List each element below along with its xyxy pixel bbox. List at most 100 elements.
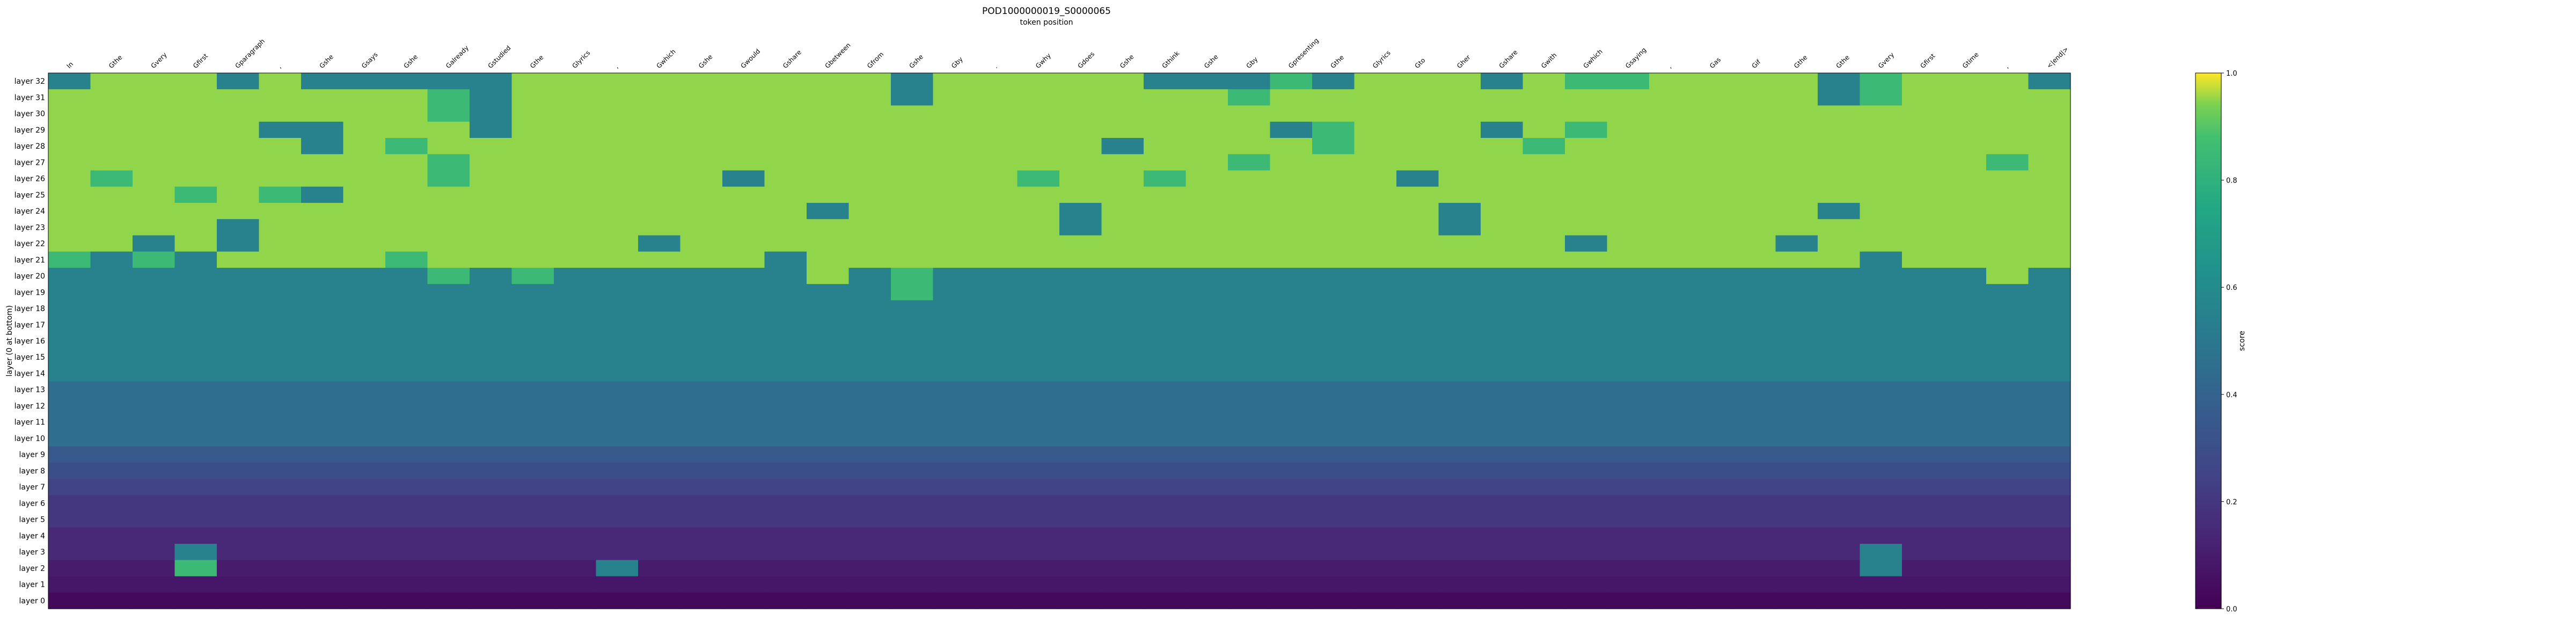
heatmap-cell <box>1270 332 1313 349</box>
heatmap-cell <box>511 73 554 90</box>
heatmap-cell <box>1438 89 1481 106</box>
heatmap-cell <box>2028 284 2071 301</box>
heatmap-cell <box>427 137 470 155</box>
heatmap-cell <box>385 154 428 171</box>
heatmap-cell <box>427 251 470 268</box>
heatmap-cell <box>554 300 597 317</box>
heatmap-cell <box>722 121 765 138</box>
heatmap-cell <box>133 235 175 252</box>
heatmap-cell <box>1481 495 1524 512</box>
y-tick-label: layer 1 <box>19 581 45 589</box>
heatmap-cell <box>680 527 723 544</box>
heatmap-cell <box>1101 316 1144 333</box>
heatmap-cell <box>343 527 386 544</box>
heatmap-cell <box>1860 121 1902 138</box>
heatmap-cell <box>1354 89 1397 106</box>
heatmap-cell <box>1059 170 1102 187</box>
heatmap-cell <box>1607 251 1650 268</box>
heatmap-cell <box>1649 89 1692 106</box>
heatmap-cell <box>1312 560 1355 577</box>
heatmap-cell <box>1228 397 1271 414</box>
heatmap-cell <box>217 154 260 171</box>
heatmap-cell <box>1017 576 1060 593</box>
heatmap-cell <box>1818 89 1861 106</box>
heatmap-cell <box>427 414 470 431</box>
heatmap-cell <box>217 170 260 187</box>
heatmap-cell <box>217 397 260 414</box>
heatmap-cell <box>975 73 1018 90</box>
heatmap-cell <box>680 592 723 609</box>
heatmap-cell <box>1733 479 1776 495</box>
heatmap-cell <box>1396 105 1439 122</box>
heatmap-cell <box>1438 105 1481 122</box>
heatmap-cell <box>1902 462 1945 479</box>
heatmap-cell <box>1185 300 1228 317</box>
heatmap-cell <box>133 73 175 90</box>
heatmap-cell <box>1733 121 1776 138</box>
heatmap-cell <box>1691 202 1734 220</box>
heatmap-cell <box>470 219 513 236</box>
heatmap-cell <box>722 137 765 155</box>
heatmap-cell <box>217 284 260 301</box>
heatmap-cell <box>259 89 302 106</box>
heatmap-cell <box>385 381 428 398</box>
heatmap-cell <box>764 332 807 349</box>
heatmap-cell <box>680 202 723 220</box>
heatmap-cell <box>1986 511 2029 528</box>
heatmap-cell <box>48 316 91 333</box>
heatmap-cell <box>1902 414 1945 431</box>
heatmap-cell <box>1017 592 1060 609</box>
heatmap-cell <box>1523 154 1565 171</box>
heatmap-cell <box>1144 332 1187 349</box>
heatmap-cell <box>1607 170 1650 187</box>
heatmap-cell <box>301 495 344 512</box>
heatmap-cell <box>1481 430 1524 447</box>
heatmap-cell <box>511 576 554 593</box>
heatmap-cell <box>90 479 133 495</box>
heatmap-cell <box>1144 284 1187 301</box>
heatmap-cell <box>1101 251 1144 268</box>
heatmap-cell <box>1228 592 1271 609</box>
heatmap-cell <box>1523 511 1565 528</box>
heatmap-cell <box>848 349 891 366</box>
heatmap-cell <box>848 137 891 155</box>
heatmap-cell <box>1818 479 1861 495</box>
heatmap-cell <box>48 576 91 593</box>
heatmap-cell <box>217 73 260 90</box>
heatmap-cell <box>48 349 91 366</box>
heatmap-cell <box>1860 105 1902 122</box>
heatmap-cell <box>1354 527 1397 544</box>
heatmap-cell <box>1860 219 1902 236</box>
heatmap-cell <box>301 137 344 155</box>
heatmap-cell <box>1944 300 1987 317</box>
heatmap-cell <box>596 462 639 479</box>
heatmap-cell <box>1902 300 1945 317</box>
heatmap-cell <box>1144 202 1187 220</box>
heatmap-cell <box>933 89 976 106</box>
heatmap-cell <box>1691 316 1734 333</box>
heatmap-cell <box>1944 137 1987 155</box>
heatmap-cell <box>427 105 470 122</box>
heatmap-cell <box>1059 462 1102 479</box>
heatmap-cell <box>1059 121 1102 138</box>
heatmap-cell <box>807 414 850 431</box>
heatmap-cell <box>1986 284 2029 301</box>
heatmap-cell <box>680 154 723 171</box>
heatmap-cell <box>1481 397 1524 414</box>
heatmap-cell <box>1312 462 1355 479</box>
heatmap-cell <box>1860 430 1902 447</box>
heatmap-cell <box>891 105 934 122</box>
heatmap-cell <box>511 592 554 609</box>
heatmap-cell <box>891 121 934 138</box>
heatmap-cell <box>554 89 597 106</box>
heatmap-cell <box>680 121 723 138</box>
heatmap-cell <box>1818 170 1861 187</box>
heatmap-cell <box>764 592 807 609</box>
heatmap-cell <box>1312 170 1355 187</box>
y-tick-label: layer 13 <box>14 386 45 395</box>
heatmap-cell <box>764 365 807 382</box>
heatmap-cell <box>259 251 302 268</box>
heatmap-cell <box>90 527 133 544</box>
heatmap-cell <box>1144 576 1187 593</box>
